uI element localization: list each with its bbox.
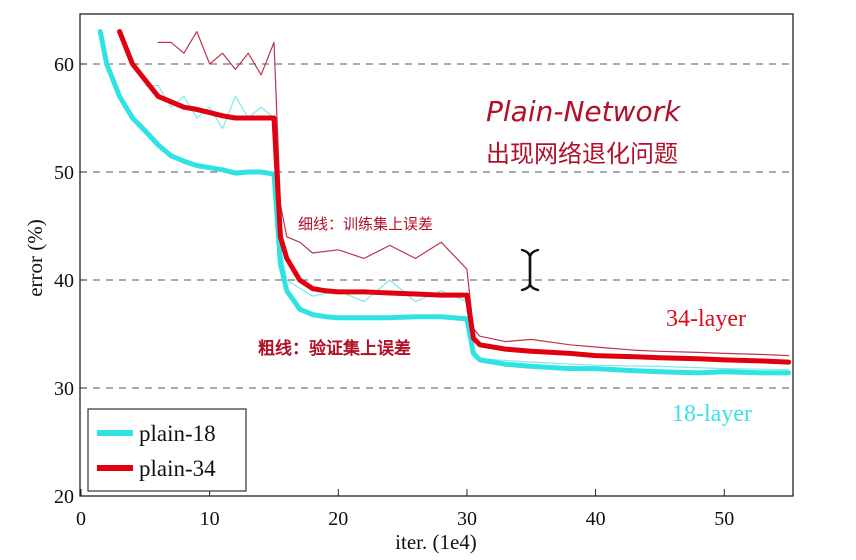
annotation-degradation: 出现网络退化问题 [486,140,678,168]
handwritten-annotations: Plain-Network 出现网络退化问题 细线：训练集上误差 粗线：验证集上… [258,95,682,359]
plot-frame [79,13,794,497]
y-tick-label: 40 [54,270,74,292]
y-tick-label: 50 [54,162,74,184]
series-line-plain-18-validation [97,29,792,376]
series-label-18-layer: 18-layer [672,401,752,427]
x-tick-label: 0 [76,508,86,530]
text-cursor-icon [520,248,540,292]
x-tick-label: 50 [714,508,734,530]
series-line-plain-18-training [144,84,790,371]
x-tick-label: 40 [586,508,606,530]
legend-box [87,408,247,492]
annotation-thin-line: 细线：训练集上误差 [298,215,433,233]
annotation-plain-network: Plain-Network [486,95,682,128]
y-tick-label: 20 [54,486,74,508]
series-label-34-layer: 34-layer [666,306,746,332]
x-axis-title: iter. (1e4) [395,530,477,554]
legend: plain-18 plain-34 [87,408,247,492]
axis-ticks: 20 30 40 50 60 0 10 20 30 40 50 [54,54,734,530]
legend-label-plain-34: plain-34 [139,456,216,481]
y-axis-title: error (%) [23,219,47,297]
x-tick-label: 30 [457,508,477,530]
series-line-plain-34-training [157,31,790,357]
y-tick-label: 30 [54,378,74,400]
x-tick-label: 10 [200,508,220,530]
x-tick-label: 20 [328,508,348,530]
series-lines [97,29,792,376]
legend-label-plain-18: plain-18 [139,421,216,446]
gridlines [80,63,793,389]
series-line-plain-34-validation [117,29,792,365]
y-tick-label: 60 [54,54,74,76]
annotation-thick-line: 粗线：验证集上误差 [258,338,411,359]
